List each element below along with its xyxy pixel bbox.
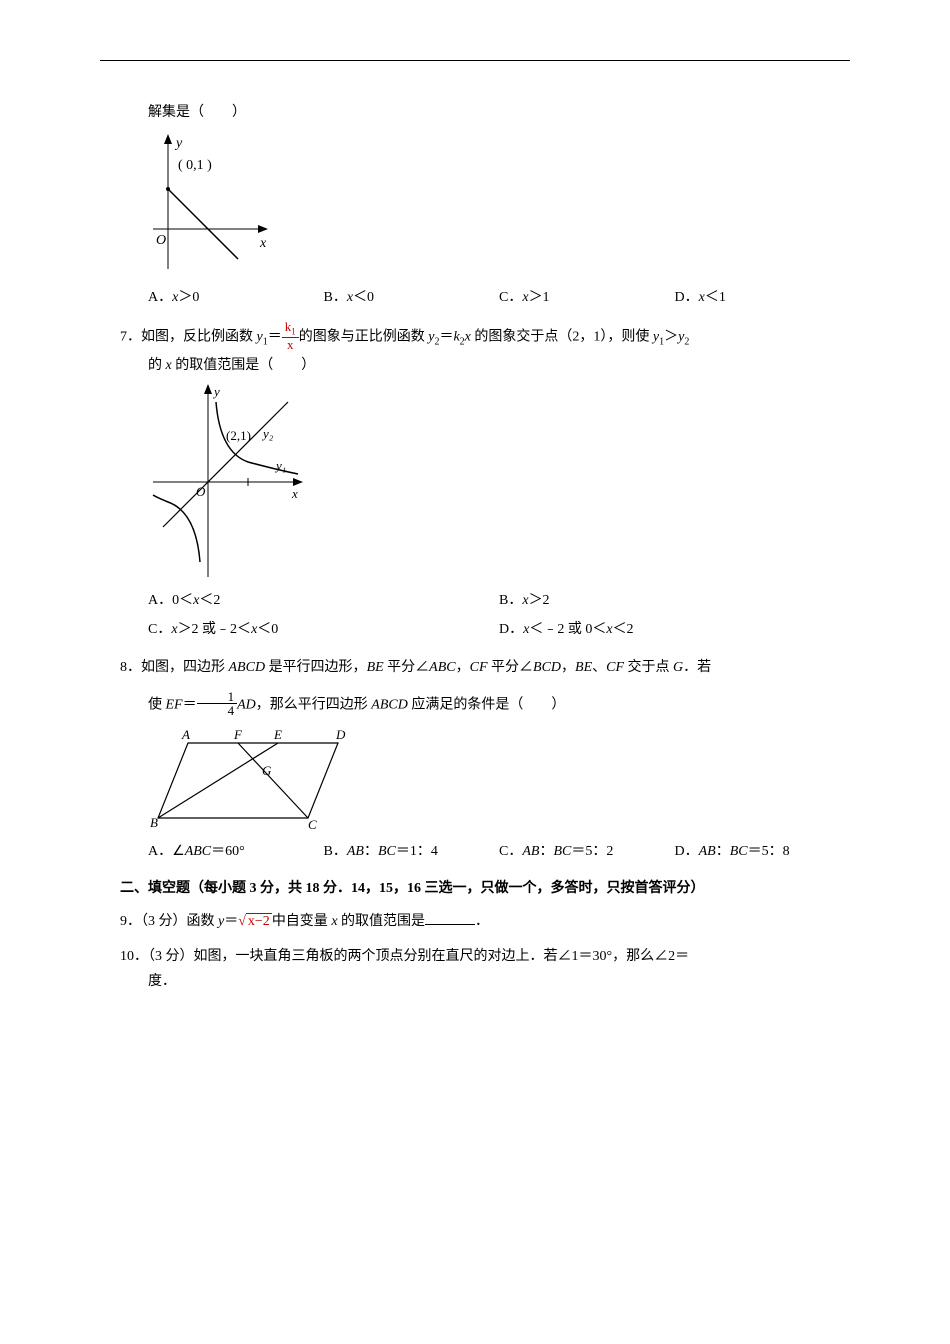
q6-graph-svg: ( 0,1 ) O x y [148,129,278,279]
q6-y-label: y [174,136,183,151]
q8-fd: 4 [197,704,238,717]
q8-A: A [181,727,190,742]
q7-option-a: A．0＜x＜2 [148,588,499,613]
question-8: 8．如图，四边形 ABCD 是平行四边形，BE 平分∠ABC，CF 平分∠BCD… [120,655,850,866]
q6-option-a: A．x＞0 [148,285,324,310]
q7-y-label: y [212,384,220,399]
q10-line1: 10．（3 分）如图，一块直角三角板的两个顶点分别在直尺的对边上．若∠1＝30°… [120,944,850,969]
question-6-tail: 解集是（ ） ( 0,1 ) O x y A．x＞0 B．x＜0 C．x＞1 D… [120,100,850,312]
q7-gt: ＞ [664,330,678,345]
q9-blank [425,910,475,925]
q8-C: C [308,817,317,832]
q9-period: ． [475,914,489,929]
q8-parallelogram-svg: A F E D B C G [148,723,348,833]
q8-options: A．∠ABC＝60° B．AB：BC＝1：4 C．AB：BC＝5：2 D．AB：… [120,837,850,866]
q10-number: 10． [120,949,148,964]
question-10: 10．（3 分）如图，一块直角三角板的两个顶点分别在直尺的对边上．若∠1＝30°… [120,944,850,994]
q7-sm: 的图象与正比例函数 [299,330,429,345]
q7-sp: 如图，反比例函数 [141,330,257,345]
q10-line2: 度． [120,969,850,994]
q7-eq2: ＝ [439,330,453,345]
q6-option-b: B．x＜0 [324,285,500,310]
q7-fraction: k1x [282,320,299,351]
q7-stem-line1: 7．如图，反比例函数 y1＝k1x的图象与正比例函数 y2＝k2x 的图象交于点… [120,322,850,353]
q8-F: F [233,727,243,742]
q9-sqrt: √x−2 [238,913,272,929]
q8-stem-line2: 使 EF＝14AD，那么平行四边形 ABCD 应满足的条件是（ ） [120,692,850,719]
q9-score: （3 分） [141,914,187,929]
q8-G: G [262,763,272,778]
q7-option-d: D．x＜﹣2 或 0＜x＜2 [499,617,850,642]
q9-number: 9． [120,914,141,929]
q7-origin-label: O [196,484,206,499]
q7-number: 7． [120,330,141,345]
section-2-title: 二、填空题（每小题 3 分，共 18 分．14，15，16 三选一，只做一个，多… [120,876,850,901]
q7-y2-label: y₂ [261,426,274,441]
q8-stem-line1: 8．如图，四边形 ABCD 是平行四边形，BE 平分∠ABC，CF 平分∠BCD… [120,655,850,680]
q6-figure: ( 0,1 ) O x y [148,129,850,279]
question-9: 9．（3 分）函数 y＝√x−2中自变量 x 的取值范围是． [120,909,850,934]
q7-x-label: x [291,486,298,501]
q6-options: A．x＞0 B．x＜0 C．x＞1 D．x＜1 [120,283,850,312]
q10-text1: 如图，一块直角三角板的两个顶点分别在直尺的对边上．若∠1＝30°，那么∠2＝ [194,949,690,964]
q7-fd: x [282,338,299,351]
q7-fns: 1 [291,327,296,337]
q8-option-d: D．AB：BC＝5：8 [675,839,851,864]
q8-fraction: 14 [197,690,238,717]
q7-figure: (2,1) y₂ y₁ O x y [148,382,850,582]
q7-option-c: C．x＞2 或﹣2＜x＜0 [148,617,499,642]
q10-score: （3 分） [148,949,194,964]
q8-number: 8． [120,660,141,675]
q6-x-label: x [259,236,267,251]
q7-point-label: (2,1) [226,428,251,443]
question-7: 7．如图，反比例函数 y1＝k1x的图象与正比例函数 y2＝k2x 的图象交于点… [120,322,850,644]
q6-point-label: ( 0,1 ) [178,158,212,173]
q8-option-b: B．AB：BC＝1：4 [324,839,500,864]
q7-eq: ＝ [268,330,282,345]
q6-stem-tail: 解集是（ ） [120,100,850,125]
q7-y1-label: y₁ [274,458,286,473]
q8-option-a: A．∠ABC＝60° [148,839,324,864]
q8-D: D [335,727,346,742]
q7-stem-line2: 的 x 的取值范围是（ ） [120,353,850,378]
q7-sm2: 的图象交于点（2，1），则使 [471,330,653,345]
exam-page: 解集是（ ） ( 0,1 ) O x y A．x＞0 B．x＜0 C．x＞1 D… [0,0,950,1344]
q8-option-c: C．AB：BC＝5：2 [499,839,675,864]
q8-fn: 1 [197,690,238,704]
q7-graph-svg: (2,1) y₂ y₁ O x y [148,382,308,582]
q7-options: A．0＜x＜2 B．x＞2 C．x＞2 或﹣2＜x＜0 D．x＜﹣2 或 0＜x… [120,586,850,644]
q8-E: E [273,727,282,742]
q8-figure: A F E D B C G [148,723,850,833]
q6-option-c: C．x＞1 [499,285,675,310]
q7-s2b: 2 [684,337,689,348]
q6-origin-label: O [156,233,166,248]
q8-B: B [150,815,158,830]
q6-option-d: D．x＜1 [675,285,851,310]
q7-option-b: B．x＞2 [499,588,850,613]
